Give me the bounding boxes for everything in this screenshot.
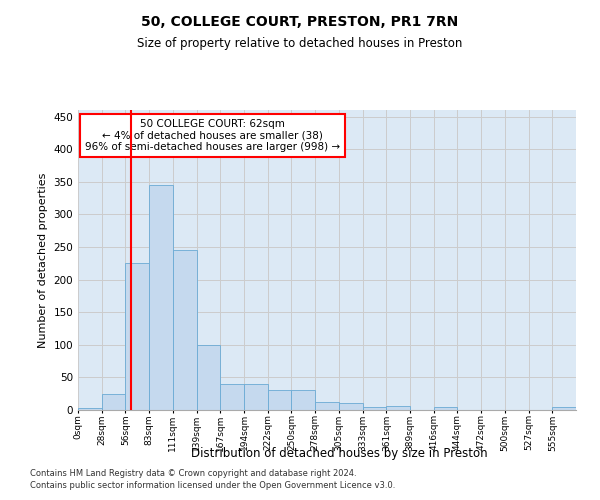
Bar bbox=[173, 250, 197, 410]
Bar bbox=[339, 404, 362, 410]
Bar bbox=[102, 394, 125, 410]
Bar bbox=[268, 390, 292, 410]
Bar bbox=[125, 264, 149, 410]
Text: Size of property relative to detached houses in Preston: Size of property relative to detached ho… bbox=[137, 38, 463, 51]
Text: Contains public sector information licensed under the Open Government Licence v3: Contains public sector information licen… bbox=[30, 481, 395, 490]
Bar bbox=[362, 406, 386, 410]
Text: Contains HM Land Registry data © Crown copyright and database right 2024.: Contains HM Land Registry data © Crown c… bbox=[30, 468, 356, 477]
Bar bbox=[220, 384, 244, 410]
Text: Distribution of detached houses by size in Preston: Distribution of detached houses by size … bbox=[191, 448, 487, 460]
Bar bbox=[244, 384, 268, 410]
Bar bbox=[149, 185, 173, 410]
Bar bbox=[197, 345, 220, 410]
Bar bbox=[292, 390, 315, 410]
Bar bbox=[315, 402, 339, 410]
Bar bbox=[386, 406, 410, 410]
Text: 50 COLLEGE COURT: 62sqm
← 4% of detached houses are smaller (38)
96% of semi-det: 50 COLLEGE COURT: 62sqm ← 4% of detached… bbox=[85, 119, 340, 152]
Bar bbox=[552, 408, 576, 410]
Bar bbox=[78, 408, 102, 410]
Text: 50, COLLEGE COURT, PRESTON, PR1 7RN: 50, COLLEGE COURT, PRESTON, PR1 7RN bbox=[142, 15, 458, 29]
Y-axis label: Number of detached properties: Number of detached properties bbox=[38, 172, 48, 348]
Bar bbox=[434, 408, 457, 410]
